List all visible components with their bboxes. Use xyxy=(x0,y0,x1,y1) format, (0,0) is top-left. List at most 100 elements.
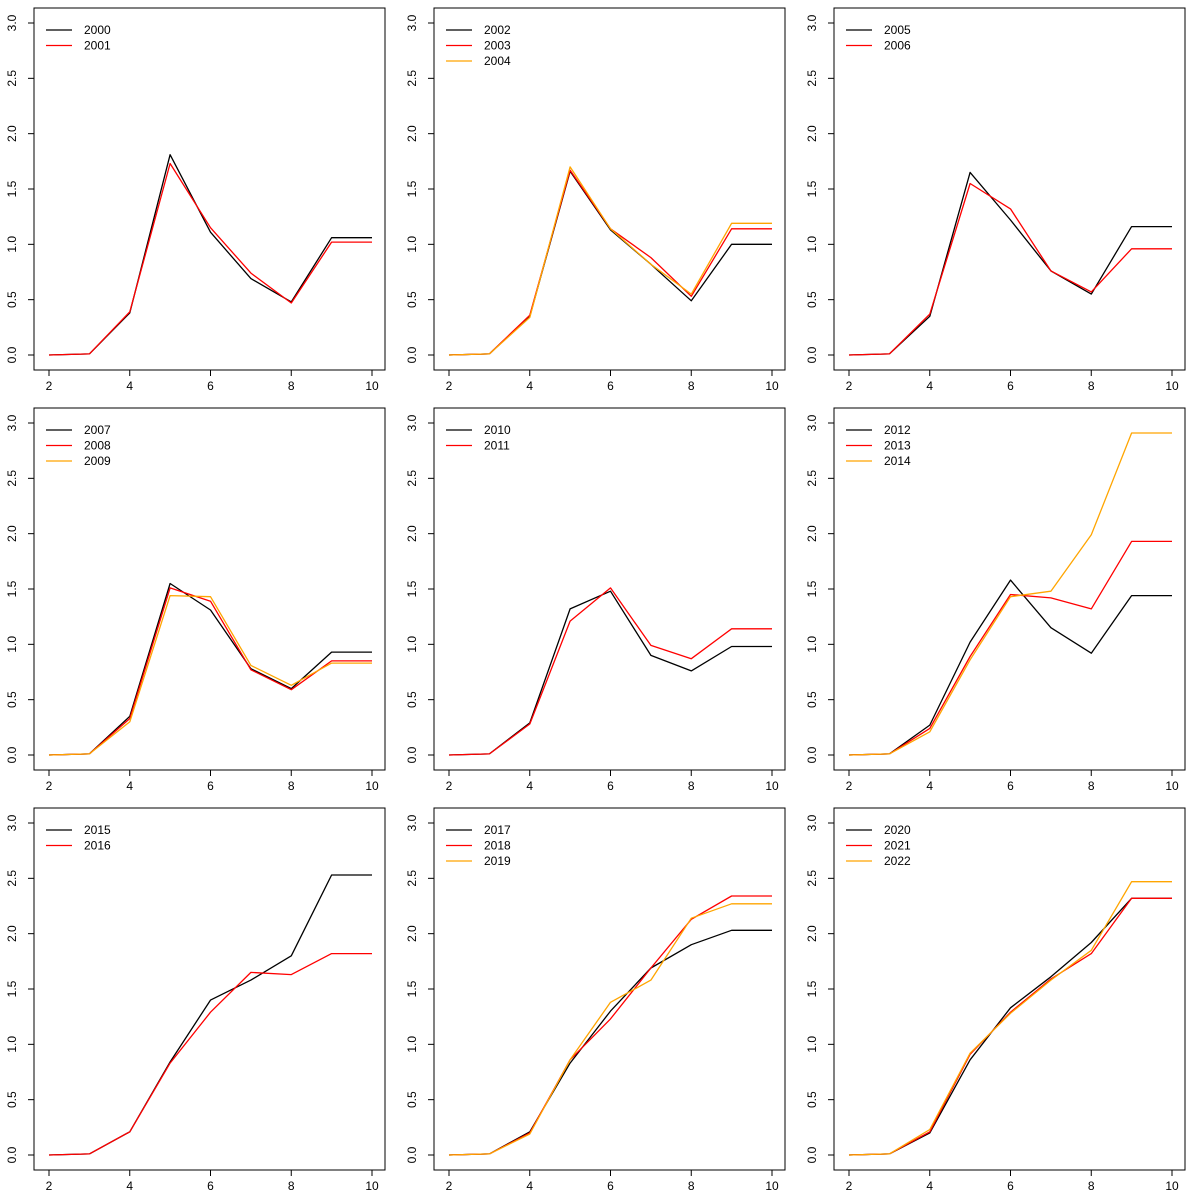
y-tick-label: 2.5 xyxy=(405,470,419,487)
series-line-2010 xyxy=(448,590,772,756)
y-tick-label: 0.5 xyxy=(5,691,19,708)
y-tick-label: 2.5 xyxy=(5,470,19,487)
y-tick-label: 2.5 xyxy=(805,870,819,887)
x-tick-label: 6 xyxy=(1007,379,1014,393)
series-line-2017 xyxy=(448,929,772,1156)
y-tick-label: 0.0 xyxy=(405,746,419,763)
panel-3: 2 4 6 8 10 0.0 0.5 1.0 1.5 2.0 2.5 3.0 2005 2006 xyxy=(805,7,1186,393)
x-tick-label: 2 xyxy=(446,779,453,793)
y-tick-label: 2.0 xyxy=(805,925,819,942)
y-tick-label: 0.0 xyxy=(805,746,819,763)
y-tick-label: 0.5 xyxy=(405,691,419,708)
x-tick-label: 4 xyxy=(526,779,533,793)
y-tick-label: 2.0 xyxy=(405,925,419,942)
x-tick-label: 6 xyxy=(607,379,614,393)
y-tick-label: 2.0 xyxy=(805,525,819,542)
x-tick-label: 2 xyxy=(46,379,53,393)
x-tick-label: 8 xyxy=(688,779,695,793)
y-tick-label: 1.5 xyxy=(5,180,19,197)
y-tick-label: 0.5 xyxy=(5,291,19,308)
x-tick-label: 10 xyxy=(765,779,779,793)
y-tick-label: 1.5 xyxy=(805,580,819,597)
series-line-2020 xyxy=(848,897,1172,1156)
x-tick-label: 10 xyxy=(365,779,379,793)
legend-label: 2009 xyxy=(84,454,111,468)
y-tick-label: 2.0 xyxy=(5,925,19,942)
x-tick-label: 8 xyxy=(688,379,695,393)
series-line-2015 xyxy=(48,874,372,1156)
plot-frame xyxy=(33,7,386,371)
panel-5: 2 4 6 8 10 0.0 0.5 1.0 1.5 2.0 2.5 3.0 2010 2011 xyxy=(405,407,786,793)
x-tick-label: 2 xyxy=(46,1179,53,1193)
x-tick-label: 2 xyxy=(846,379,853,393)
legend-label: 2013 xyxy=(884,439,911,453)
series-line-2008 xyxy=(48,587,372,756)
y-tick-label: 1.0 xyxy=(405,1036,419,1053)
y-tick-label: 2.0 xyxy=(805,125,819,142)
x-tick-label: 6 xyxy=(207,779,214,793)
x-tick-label: 10 xyxy=(365,1179,379,1193)
y-tick-label: 3.0 xyxy=(5,414,19,431)
y-tick-label: 0.0 xyxy=(5,1146,19,1163)
legend-label: 2010 xyxy=(484,423,511,437)
legend-label: 2012 xyxy=(884,423,911,437)
x-tick-label: 8 xyxy=(1088,379,1095,393)
x-tick-label: 10 xyxy=(765,1179,779,1193)
y-tick-label: 3.0 xyxy=(805,414,819,431)
series-line-2004 xyxy=(448,166,772,356)
y-tick-label: 0.0 xyxy=(405,1146,419,1163)
x-tick-label: 2 xyxy=(46,779,53,793)
y-tick-label: 0.5 xyxy=(405,1091,419,1108)
x-tick-label: 10 xyxy=(765,379,779,393)
y-tick-label: 2.5 xyxy=(405,870,419,887)
legend-label: 2008 xyxy=(84,439,111,453)
panel-1: 2 4 6 8 10 0.0 0.5 1.0 1.5 2.0 2.5 3.0 2000 2001 xyxy=(5,7,386,393)
legend-label: 2016 xyxy=(84,839,111,853)
legend-label: 2005 xyxy=(884,23,911,37)
y-tick-label: 3.0 xyxy=(805,14,819,31)
y-tick-label: 1.5 xyxy=(5,980,19,997)
y-tick-label: 0.0 xyxy=(5,746,19,763)
legend-label: 2011 xyxy=(484,439,510,453)
x-tick-label: 8 xyxy=(288,1179,295,1193)
y-tick-label: 2.0 xyxy=(5,525,19,542)
x-tick-label: 6 xyxy=(1007,779,1014,793)
y-tick-label: 2.0 xyxy=(5,125,19,142)
legend-label: 2022 xyxy=(884,854,911,868)
y-tick-label: 0.5 xyxy=(805,691,819,708)
x-tick-label: 10 xyxy=(1165,779,1179,793)
legend-label: 2001 xyxy=(84,39,111,53)
x-tick-label: 6 xyxy=(607,1179,614,1193)
y-tick-label: 1.5 xyxy=(805,180,819,197)
series-line-2018 xyxy=(448,895,772,1156)
x-tick-label: 6 xyxy=(207,1179,214,1193)
x-tick-label: 2 xyxy=(846,1179,853,1193)
y-tick-label: 1.0 xyxy=(5,236,19,253)
x-tick-label: 4 xyxy=(526,1179,533,1193)
y-tick-label: 2.5 xyxy=(805,70,819,87)
y-tick-label: 0.5 xyxy=(805,1091,819,1108)
x-tick-label: 6 xyxy=(1007,1179,1014,1193)
legend-label: 2006 xyxy=(884,39,911,53)
series-line-2011 xyxy=(448,587,772,756)
y-tick-label: 0.5 xyxy=(405,291,419,308)
y-tick-label: 0.0 xyxy=(805,1146,819,1163)
series-line-2021 xyxy=(848,897,1172,1156)
x-tick-label: 2 xyxy=(446,1179,453,1193)
legend-label: 2017 xyxy=(484,823,511,837)
legend-label: 2021 xyxy=(884,839,911,853)
y-tick-label: 2.0 xyxy=(405,125,419,142)
x-tick-label: 8 xyxy=(1088,1179,1095,1193)
x-tick-label: 4 xyxy=(926,1179,933,1193)
x-tick-label: 8 xyxy=(1088,779,1095,793)
y-tick-label: 0.5 xyxy=(5,1091,19,1108)
y-tick-label: 2.5 xyxy=(805,470,819,487)
legend-label: 2019 xyxy=(484,854,511,868)
y-tick-label: 2.5 xyxy=(5,870,19,887)
series-line-2006 xyxy=(848,182,1172,356)
y-tick-label: 1.0 xyxy=(5,1036,19,1053)
